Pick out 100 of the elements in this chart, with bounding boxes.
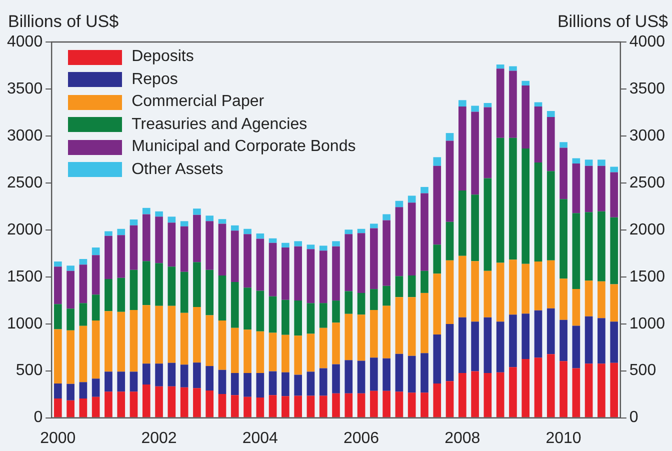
bar bbox=[560, 142, 568, 148]
bar bbox=[420, 270, 428, 293]
bar bbox=[332, 246, 340, 301]
bar bbox=[546, 111, 555, 117]
bar bbox=[496, 322, 504, 372]
bar bbox=[546, 116, 555, 172]
bar bbox=[458, 256, 466, 318]
bar bbox=[66, 400, 74, 418]
bar bbox=[193, 388, 201, 418]
bar bbox=[180, 387, 188, 418]
bar bbox=[306, 303, 315, 334]
bar bbox=[610, 166, 618, 172]
y-tick-label: 3000 bbox=[7, 127, 43, 144]
bar bbox=[509, 260, 517, 315]
bar bbox=[332, 241, 340, 246]
bar bbox=[420, 392, 428, 418]
bar bbox=[584, 364, 593, 418]
bar bbox=[433, 244, 442, 274]
bar bbox=[344, 360, 353, 394]
bar bbox=[446, 260, 454, 324]
bar bbox=[370, 310, 378, 358]
bar bbox=[244, 330, 252, 373]
legend-label: Municipal and Corporate Bonds bbox=[132, 138, 356, 156]
bar bbox=[230, 395, 239, 418]
y2-tick-label: 1000 bbox=[629, 315, 666, 332]
bar bbox=[395, 200, 404, 208]
bar bbox=[546, 260, 555, 308]
bar bbox=[584, 316, 593, 364]
bar bbox=[168, 362, 176, 386]
bar bbox=[395, 207, 404, 276]
y2-tick-label: 500 bbox=[629, 362, 656, 380]
bar bbox=[433, 166, 442, 245]
bar bbox=[282, 300, 290, 335]
bar bbox=[484, 317, 492, 373]
bar bbox=[268, 332, 277, 372]
bar bbox=[344, 291, 353, 314]
bar bbox=[268, 242, 277, 296]
bar bbox=[104, 392, 112, 418]
bar bbox=[534, 102, 542, 106]
bar bbox=[509, 314, 517, 368]
bar bbox=[522, 80, 530, 86]
bar bbox=[168, 386, 176, 418]
bar bbox=[598, 166, 606, 212]
bar bbox=[54, 261, 62, 267]
bar bbox=[370, 289, 378, 310]
bar bbox=[584, 166, 593, 212]
y-tick-label: 4000 bbox=[7, 33, 43, 50]
bar bbox=[218, 275, 226, 321]
bar bbox=[142, 384, 150, 418]
bar bbox=[230, 372, 239, 396]
bar bbox=[560, 148, 568, 200]
bar bbox=[130, 219, 138, 226]
bar bbox=[104, 236, 112, 279]
bar bbox=[357, 228, 366, 234]
bar bbox=[344, 234, 353, 292]
bar bbox=[66, 330, 74, 384]
x-tick-label: 2004 bbox=[242, 430, 278, 447]
bar bbox=[357, 233, 366, 293]
bar bbox=[344, 230, 353, 234]
y2-tick-label: 4000 bbox=[629, 33, 666, 50]
bar bbox=[282, 242, 290, 248]
bar bbox=[92, 255, 100, 295]
bar bbox=[484, 107, 492, 178]
bar bbox=[244, 372, 252, 397]
bar bbox=[168, 266, 176, 306]
bar bbox=[382, 214, 390, 220]
bar bbox=[168, 222, 176, 267]
bar bbox=[610, 172, 618, 218]
bar bbox=[572, 158, 580, 164]
bar bbox=[446, 140, 454, 222]
bar bbox=[230, 225, 239, 231]
bar bbox=[458, 317, 466, 373]
bar bbox=[206, 366, 214, 391]
bar bbox=[104, 278, 112, 312]
bar bbox=[395, 276, 404, 298]
bar bbox=[117, 372, 126, 392]
bar bbox=[117, 392, 126, 418]
bar bbox=[104, 311, 112, 372]
bar bbox=[168, 216, 176, 223]
bar bbox=[244, 396, 252, 418]
bar bbox=[584, 160, 593, 166]
bar bbox=[256, 398, 264, 418]
bar bbox=[484, 372, 492, 418]
bar bbox=[79, 303, 88, 326]
bar bbox=[522, 148, 530, 264]
bar bbox=[180, 226, 188, 272]
bar bbox=[142, 208, 150, 214]
bar bbox=[206, 221, 214, 270]
bar bbox=[244, 228, 252, 234]
bar bbox=[180, 272, 188, 313]
bar bbox=[458, 190, 466, 256]
bar bbox=[534, 162, 542, 262]
bar bbox=[484, 102, 492, 108]
bar bbox=[522, 314, 530, 359]
bar bbox=[319, 328, 328, 368]
bar bbox=[471, 261, 479, 322]
bar bbox=[294, 396, 302, 418]
bar bbox=[92, 320, 100, 379]
bar bbox=[458, 106, 466, 190]
bar bbox=[130, 392, 138, 418]
